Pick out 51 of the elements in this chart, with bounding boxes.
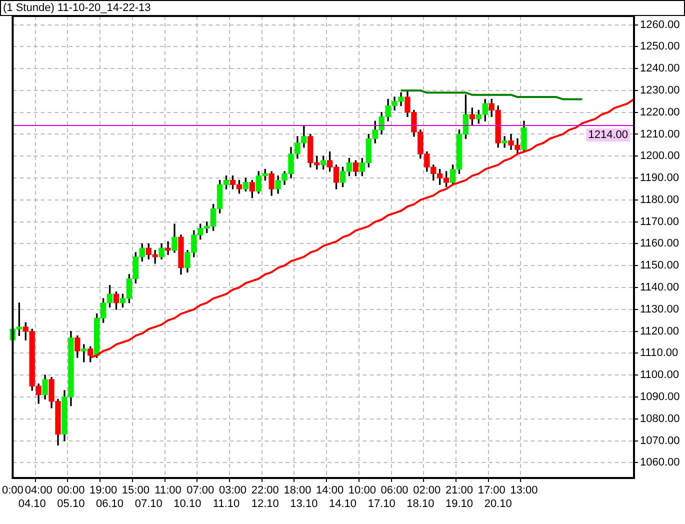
x-tick-label: 20.10: [484, 498, 512, 510]
y-tick-label: 1210.00: [640, 128, 680, 140]
x-tick-label: 17:00: [478, 484, 506, 497]
y-tick-label: 1070.00: [640, 434, 680, 447]
x-tick-label: 06:00: [380, 484, 408, 497]
chart-title: (1 Stunde) 11-10-20_14-22-13: [0, 0, 685, 16]
y-tick-label: 1220.00: [640, 106, 680, 118]
y-tick-label: 1230.00: [640, 84, 680, 96]
x-tick-label: 18:00: [284, 484, 312, 497]
x-tick-label: 04.10: [18, 498, 46, 510]
y-tick-label: 1250.00: [640, 40, 680, 53]
x-tick-label: 11:00: [154, 484, 182, 497]
candlestick: [165, 241, 171, 255]
y-tick-label: 1060.00: [640, 456, 680, 469]
y-tick-label: 1150.00: [640, 260, 679, 272]
x-tick-label: 03:00: [218, 484, 247, 497]
y-tick-label: 1100.00: [640, 369, 679, 382]
x-tick-label: 07.10: [134, 498, 162, 510]
y-tick-label: 1180.00: [640, 194, 679, 206]
x-tick-label: 18.10: [406, 498, 434, 510]
y-tick-label: 1160.00: [640, 238, 679, 250]
x-tick-label: 04:00: [24, 484, 52, 497]
y-tick-label: 1120.00: [640, 325, 679, 338]
y-tick-label: 1090.00: [640, 391, 680, 404]
x-tick-label: 0:00: [2, 484, 24, 497]
y-tick-label: 1140.00: [640, 282, 679, 294]
x-tick-label: 11.10: [212, 498, 240, 510]
x-tick-label: 22:00 12.10: [251, 484, 279, 510]
y-tick-label: 1170.00: [640, 216, 679, 228]
x-tick-label: 14.10: [329, 498, 357, 510]
x-tick-label: 13:00: [510, 484, 538, 497]
y-tick-label: 1240.00: [640, 62, 680, 75]
x-tick-label: 14:00: [316, 484, 344, 497]
y-tick-label: 1200.00: [640, 150, 680, 162]
y-tick-label: 1110.00: [640, 347, 678, 360]
ref-line-label: 1214.00: [588, 129, 628, 142]
x-tick-label: 19:00: [90, 484, 118, 497]
x-tick-label: 13.10: [290, 498, 318, 510]
x-tick-label: 15:00: [122, 484, 150, 497]
y-tick-label: 1190.00: [640, 172, 679, 184]
x-tick-label: 00:00 05.10: [57, 484, 85, 510]
x-tick-label: 21:00 19.10: [445, 484, 474, 510]
x-tick-label: 10.10: [174, 498, 202, 510]
y-tick-label: 1080.00: [640, 412, 680, 425]
y-tick-label: 1130.00: [640, 303, 679, 316]
x-tick-label: 06.10: [96, 498, 124, 510]
x-tick-label: 10:00: [348, 484, 376, 497]
x-tick-label: 07:00: [186, 484, 214, 497]
y-tick-label: 1260.00: [640, 18, 680, 31]
x-tick-label: 17.10: [368, 498, 396, 510]
x-tick-label: 02:00: [413, 484, 441, 497]
